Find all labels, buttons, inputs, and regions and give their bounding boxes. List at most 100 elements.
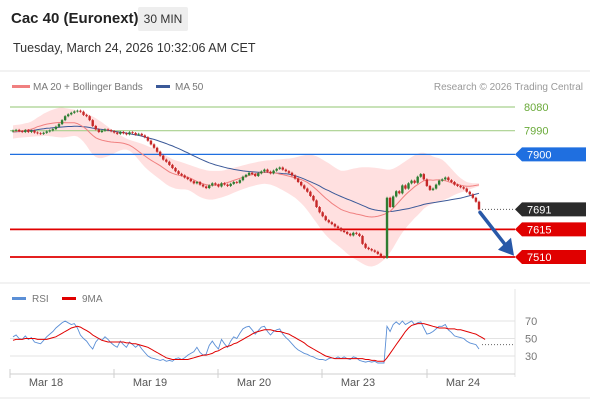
candle (97, 128, 101, 134)
candle (324, 215, 327, 222)
candle (125, 132, 128, 136)
candle (459, 184, 462, 189)
candle (85, 113, 88, 118)
candle (119, 130, 122, 135)
candle (103, 128, 107, 132)
candle (401, 184, 404, 195)
candle (14, 128, 18, 132)
candle (333, 223, 337, 228)
candle (306, 187, 309, 193)
candle (70, 111, 73, 116)
instrument-title: Cac 40 (Euronext) (11, 10, 139, 27)
candle (352, 231, 355, 237)
candle (17, 128, 21, 133)
candle (312, 194, 315, 202)
candle (450, 179, 453, 184)
candle (281, 166, 284, 171)
candle (468, 190, 472, 196)
candle (226, 183, 229, 187)
candle (24, 129, 27, 134)
candle (131, 131, 134, 135)
candle (471, 193, 475, 199)
level-label-7990: 7990 (524, 126, 548, 138)
candle (155, 146, 159, 153)
candle (309, 190, 312, 197)
ma50-legend-swatch (156, 85, 170, 88)
candle (73, 110, 76, 114)
candle (395, 190, 398, 198)
chart-datetime: Tuesday, March 24, 2026 10:32:06 AM CET (13, 41, 256, 55)
ma9-legend: 9MA (82, 294, 103, 305)
candle (428, 184, 432, 191)
candle (214, 182, 217, 186)
candle (88, 115, 91, 122)
candle (235, 180, 239, 184)
candle (42, 131, 45, 135)
candle (33, 129, 36, 134)
candle (177, 170, 180, 175)
candle (388, 196, 392, 209)
candle (63, 115, 67, 122)
level-labels: 8080 7990 7900 7691 7615 7510 (515, 102, 586, 264)
candle (410, 179, 413, 185)
level-label-7615: 7615 (527, 224, 551, 236)
candle (349, 232, 352, 237)
candle (143, 134, 147, 139)
rsi-tick-30: 30 (525, 351, 537, 363)
rsi-line (12, 320, 480, 364)
forecast-arrow-icon (478, 210, 514, 256)
level-tag-7691 (515, 202, 586, 217)
candle (299, 180, 303, 187)
candle (447, 176, 450, 182)
candle (474, 196, 478, 203)
candle (250, 171, 254, 176)
candle (208, 184, 211, 190)
candle (137, 132, 140, 136)
candle (367, 246, 370, 251)
candle (321, 211, 324, 218)
candle (275, 167, 278, 172)
candle (437, 179, 441, 186)
candle (100, 129, 104, 134)
bollinger-band-area (13, 107, 479, 267)
ma50-legend: MA 50 (175, 82, 204, 93)
candle (257, 172, 260, 177)
candle (82, 110, 85, 116)
candle (91, 119, 94, 127)
timeframe-button[interactable]: 30 MIN (138, 7, 188, 31)
candle (342, 229, 346, 234)
candle (391, 195, 395, 209)
ma50-line (12, 125, 480, 212)
level-tag-7615 (515, 222, 586, 237)
candle (57, 123, 61, 128)
candle (263, 168, 266, 173)
x-tick-label: Mar 18 (29, 377, 63, 389)
rsi-tick-50: 50 (525, 334, 537, 346)
candle (278, 166, 281, 170)
candle (162, 154, 165, 161)
candle (253, 173, 257, 177)
candle (204, 185, 208, 190)
candle (171, 163, 174, 170)
candle (407, 182, 410, 190)
candle (39, 132, 42, 135)
candle (379, 252, 383, 258)
candle (152, 143, 156, 149)
candle (260, 170, 263, 175)
candle (303, 184, 306, 190)
candle (66, 113, 70, 118)
candle (453, 180, 456, 186)
candle (45, 130, 48, 134)
x-tick-label: Mar 19 (133, 377, 167, 389)
candle (385, 196, 389, 259)
candle (355, 231, 358, 235)
candle (140, 132, 143, 137)
candle (11, 129, 15, 133)
candle (217, 183, 220, 188)
price-levels (10, 106, 515, 258)
level-label-8080: 8080 (524, 102, 548, 114)
level-tag-7510 (515, 250, 586, 264)
candle (112, 130, 116, 134)
candle (244, 173, 248, 178)
